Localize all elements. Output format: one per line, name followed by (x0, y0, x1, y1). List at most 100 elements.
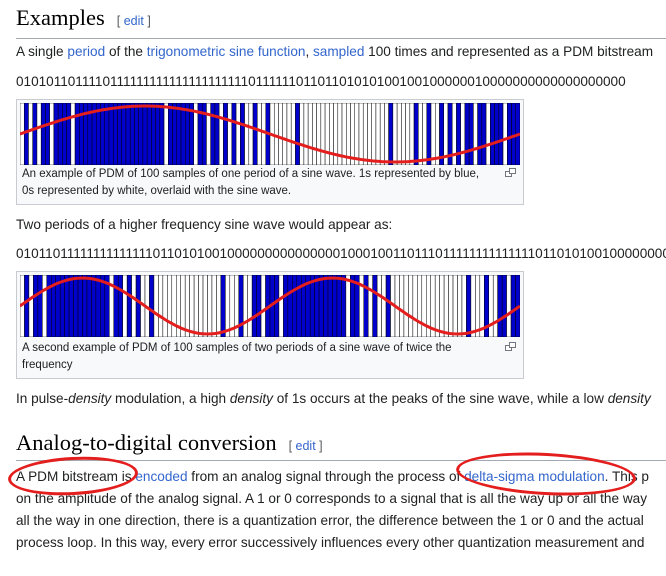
sampled-link[interactable]: sampled (313, 44, 365, 59)
edit-section-link[interactable]: [ edit ] (288, 439, 323, 453)
bit-bar (159, 103, 165, 165)
bit-bar (329, 103, 334, 165)
pdm-plot-two-periods[interactable] (20, 275, 520, 337)
bit-bar (242, 275, 248, 337)
bit-bar (235, 103, 241, 165)
pdm-plot-one-period[interactable] (20, 103, 520, 165)
bit-bar (185, 103, 190, 165)
section-title: Analog-to-digital conversion (16, 430, 277, 455)
bit-bar (434, 275, 440, 337)
bit-bar (295, 103, 300, 165)
bit-bar (278, 275, 284, 337)
bit-bar (46, 275, 52, 337)
bit-bar (121, 103, 127, 165)
bit-bar (95, 275, 101, 337)
bit-bar (86, 275, 92, 337)
bit-bar (73, 275, 79, 337)
bit-bar (388, 103, 394, 165)
bit-bar (341, 275, 347, 337)
bit-bar (396, 103, 402, 165)
bit-bar (367, 275, 373, 337)
bit-bar (37, 275, 43, 337)
bit-bar (481, 103, 487, 165)
bit-bar (184, 275, 190, 337)
bit-bar (392, 103, 398, 165)
bit-bar (24, 275, 30, 337)
two-periods-text: Two periods of a higher frequency sine w… (16, 217, 393, 232)
magnify-clip-icon[interactable] (505, 168, 516, 177)
bit-bar (100, 275, 106, 337)
bit-bar (193, 275, 199, 337)
bit-bar (62, 103, 67, 165)
bit-bar (497, 275, 503, 337)
bit-bar (422, 103, 428, 165)
period-link[interactable]: period (67, 44, 106, 59)
bit-bar (457, 275, 463, 337)
bit-bar (316, 103, 322, 165)
bit-bar (430, 103, 436, 165)
bit-bar (163, 103, 169, 165)
bit-bar (45, 103, 50, 165)
bit-bar (443, 275, 449, 337)
bit-bar (417, 275, 423, 337)
bit-bar (256, 275, 262, 337)
adc-paragraph-line-4: process loop. In this way, every error s… (16, 535, 645, 550)
magnify-clip-icon[interactable] (505, 342, 516, 351)
bit-bar (220, 275, 226, 337)
bit-bar (485, 103, 491, 165)
bit-bar (494, 103, 500, 165)
bit-bar (153, 275, 159, 337)
bit-bar (312, 103, 317, 165)
bit-bar (260, 275, 266, 337)
bit-bar (363, 275, 369, 337)
bit-bar (309, 275, 315, 337)
bit-bar (135, 275, 141, 337)
bit-bar (379, 103, 385, 165)
bit-bar (421, 275, 427, 337)
bit-bar (371, 103, 377, 165)
bit-bar (104, 103, 110, 165)
bit-bar (261, 103, 267, 165)
bit-bar (134, 103, 139, 165)
bit-bar (189, 275, 195, 337)
edit-link[interactable]: edit (123, 14, 144, 28)
bit-bar (168, 103, 173, 165)
bit-bar (456, 103, 461, 165)
bit-bar (149, 275, 155, 337)
bit-bar (307, 103, 313, 165)
bit-bar (384, 103, 389, 165)
bit-bar (510, 275, 516, 337)
bit-bar (372, 275, 378, 337)
bit-bar (227, 103, 233, 165)
bit-bar (403, 275, 409, 337)
bit-bar (32, 103, 38, 165)
intro-paragraph: A single period of the trigonometric sin… (16, 44, 654, 59)
bit-bar (345, 275, 351, 337)
bitstream-two-periods: 0101101111111111111101101010010000000000… (16, 246, 666, 261)
bit-bar (336, 275, 342, 337)
bit-bar (131, 275, 137, 337)
sine-function-link[interactable]: trigonometric sine function (146, 44, 306, 59)
encoded-link[interactable]: encoded (135, 469, 188, 484)
bit-bar (473, 103, 478, 165)
bit-bar (77, 275, 83, 337)
bit-bar (282, 103, 288, 165)
bit-bar (252, 103, 258, 165)
bit-bar (206, 103, 211, 165)
delta-sigma-link[interactable]: delta-sigma modulation (464, 469, 605, 484)
bit-bar (91, 275, 97, 337)
bit-bar (506, 275, 512, 337)
bit-bar (210, 103, 216, 165)
bit-bar (223, 103, 228, 165)
bit-bar (198, 275, 204, 337)
bit-bar (426, 103, 432, 165)
bit-bar (167, 275, 173, 337)
bit-bar (464, 103, 470, 165)
bit-bar (413, 103, 419, 165)
bit-bar (350, 103, 356, 165)
edit-link[interactable]: edit (295, 439, 316, 453)
edit-section-link[interactable]: [ edit ] (116, 14, 151, 28)
bit-bar (211, 275, 217, 337)
sine-wave-line (20, 276, 520, 336)
bit-bar (180, 103, 186, 165)
